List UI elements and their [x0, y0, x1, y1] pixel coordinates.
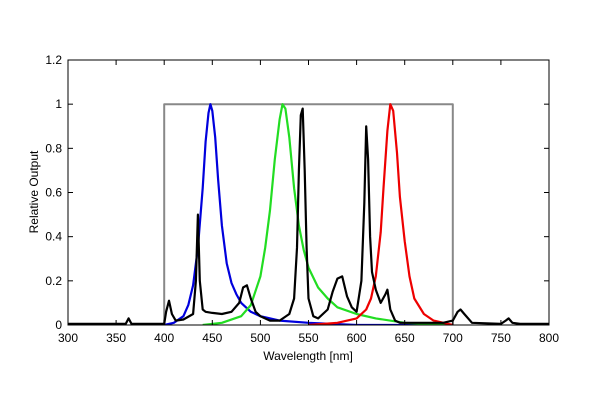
x-tick-label: 600 — [347, 331, 367, 345]
x-tick-label: 350 — [106, 331, 126, 345]
series-line-5 — [68, 107, 549, 325]
y-tick-label: 1.2 — [45, 53, 62, 67]
series-line-3 — [202, 103, 453, 325]
x-tick-label: 650 — [395, 331, 415, 345]
x-tick-label: 550 — [298, 331, 318, 345]
y-tick-label: 0.6 — [45, 186, 62, 200]
x-tick-label: 500 — [250, 331, 270, 345]
series-layer — [68, 103, 549, 325]
y-tick-label: 0.2 — [45, 274, 62, 288]
y-tick-label: 0.4 — [45, 230, 62, 244]
y-tick-label: 0.8 — [45, 141, 62, 155]
x-tick-label: 750 — [491, 331, 511, 345]
tick-layer: 300 350 400 450 500 550 600 650 700 750 800 0 0.2 0.4… — [45, 53, 559, 345]
x-tick-label: 300 — [58, 331, 78, 345]
series-line-4 — [308, 103, 454, 325]
x-tick-label: 400 — [154, 331, 174, 345]
x-tick-label: 800 — [539, 331, 559, 345]
y-tick-label: 1 — [55, 97, 62, 111]
series-line-1 — [163, 103, 454, 325]
y-axis-title: Relative Output — [27, 150, 41, 233]
y-tick-label: 0 — [55, 318, 62, 332]
x-axis-title: Wavelength [nm] — [263, 349, 353, 363]
x-tick-label: 700 — [443, 331, 463, 345]
x-tick-label: 450 — [202, 331, 222, 345]
